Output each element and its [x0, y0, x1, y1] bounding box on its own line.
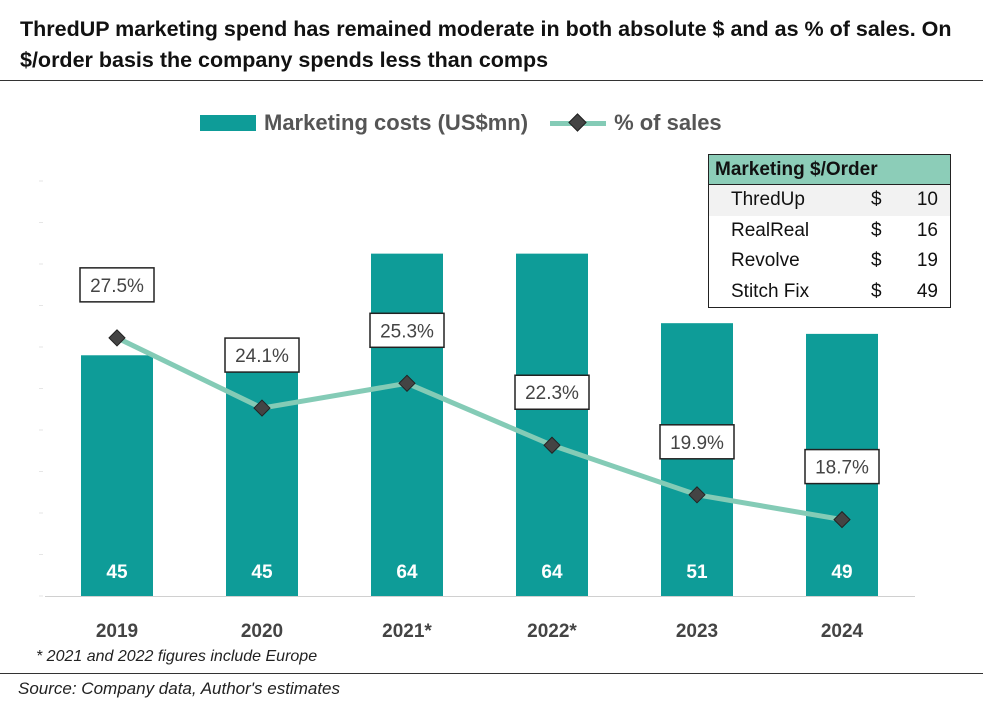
table-cell-currency: $ — [871, 250, 882, 271]
table-cell-company: RealReal — [731, 219, 810, 241]
bar-value-label: 51 — [686, 562, 708, 583]
bar-value-label: 45 — [251, 562, 273, 583]
table-cell-value: 49 — [916, 280, 938, 302]
title-divider — [0, 80, 983, 81]
chart-title: ThredUP marketing spend has remained mod… — [20, 17, 952, 72]
legend-line-swatch — [550, 113, 607, 132]
table-cell-currency: $ — [871, 280, 882, 302]
x-tick-label: 2020 — [241, 621, 283, 642]
series-line — [115, 335, 843, 523]
line-marker — [253, 399, 271, 417]
table-cell-value: 16 — [916, 219, 938, 241]
line-value-label: 19.9% — [670, 433, 724, 454]
table-header: Marketing $/Order — [709, 155, 950, 185]
bar-value-label: 49 — [831, 562, 852, 583]
line-marker — [398, 374, 416, 393]
table-row: Revolve $ 19 — [709, 246, 950, 277]
x-tick-label: 2024 — [821, 621, 864, 642]
line-marker — [108, 329, 126, 347]
legend-bar-swatch — [200, 115, 256, 131]
x-tick-label: 2019 — [96, 621, 138, 642]
line-value-label: 22.3% — [525, 383, 579, 404]
line-label-box — [369, 312, 445, 349]
bar-value-label: 45 — [106, 562, 128, 583]
bar — [516, 253, 588, 596]
table-cell-value: 19 — [916, 250, 938, 271]
x-tick-label: 2023 — [676, 621, 718, 642]
line-value-label: 27.5% — [90, 276, 144, 297]
footnote: * 2021 and 2022 figures include Europe — [36, 648, 318, 665]
x-tick-label: 2022* — [527, 621, 577, 642]
line-label-box — [79, 267, 155, 303]
line-marker — [688, 486, 706, 504]
source-divider — [0, 673, 983, 674]
bar — [661, 323, 733, 596]
table-row: ThredUp $ 10 — [709, 185, 950, 216]
line-label-box — [514, 374, 590, 410]
table-row: RealReal $ 16 — [709, 216, 950, 247]
bar-value-label: 64 — [396, 562, 418, 583]
table-row: Stitch Fix $ 49 — [709, 277, 950, 308]
legend-line-label: % of sales — [614, 110, 722, 135]
legend: Marketing costs (US$mn) % of sales — [200, 108, 744, 138]
legend-item-line: % of sales — [550, 110, 722, 136]
source-note: Source: Company data, Author's estimates — [18, 679, 340, 698]
legend-bar-label: Marketing costs (US$mn) — [264, 110, 529, 135]
bar — [226, 355, 298, 596]
bar — [81, 355, 153, 596]
bar — [371, 253, 443, 596]
legend-item-bars: Marketing costs (US$mn) — [200, 110, 528, 136]
bar-value-label: 64 — [541, 562, 563, 583]
table-cell-company: ThredUp — [731, 189, 805, 210]
table-cell-company: Stitch Fix — [731, 280, 810, 302]
table-cell-company: Revolve — [731, 250, 800, 271]
line-label-box — [224, 337, 300, 373]
line-value-label: 24.1% — [235, 346, 289, 367]
line-label-box — [804, 448, 880, 485]
line-label-box — [659, 424, 735, 460]
x-tick-label: 2021* — [382, 621, 432, 642]
line-marker — [543, 436, 561, 454]
table-cell-currency: $ — [871, 219, 882, 241]
marketing-per-order-table: Marketing $/Order ThredUp $ 10 RealReal … — [708, 154, 951, 308]
table-cell-currency: $ — [871, 189, 882, 210]
line-value-label: 18.7% — [815, 458, 869, 479]
line-value-label: 25.3% — [380, 321, 434, 342]
table-cell-value: 10 — [916, 189, 938, 210]
line-marker — [833, 510, 851, 529]
